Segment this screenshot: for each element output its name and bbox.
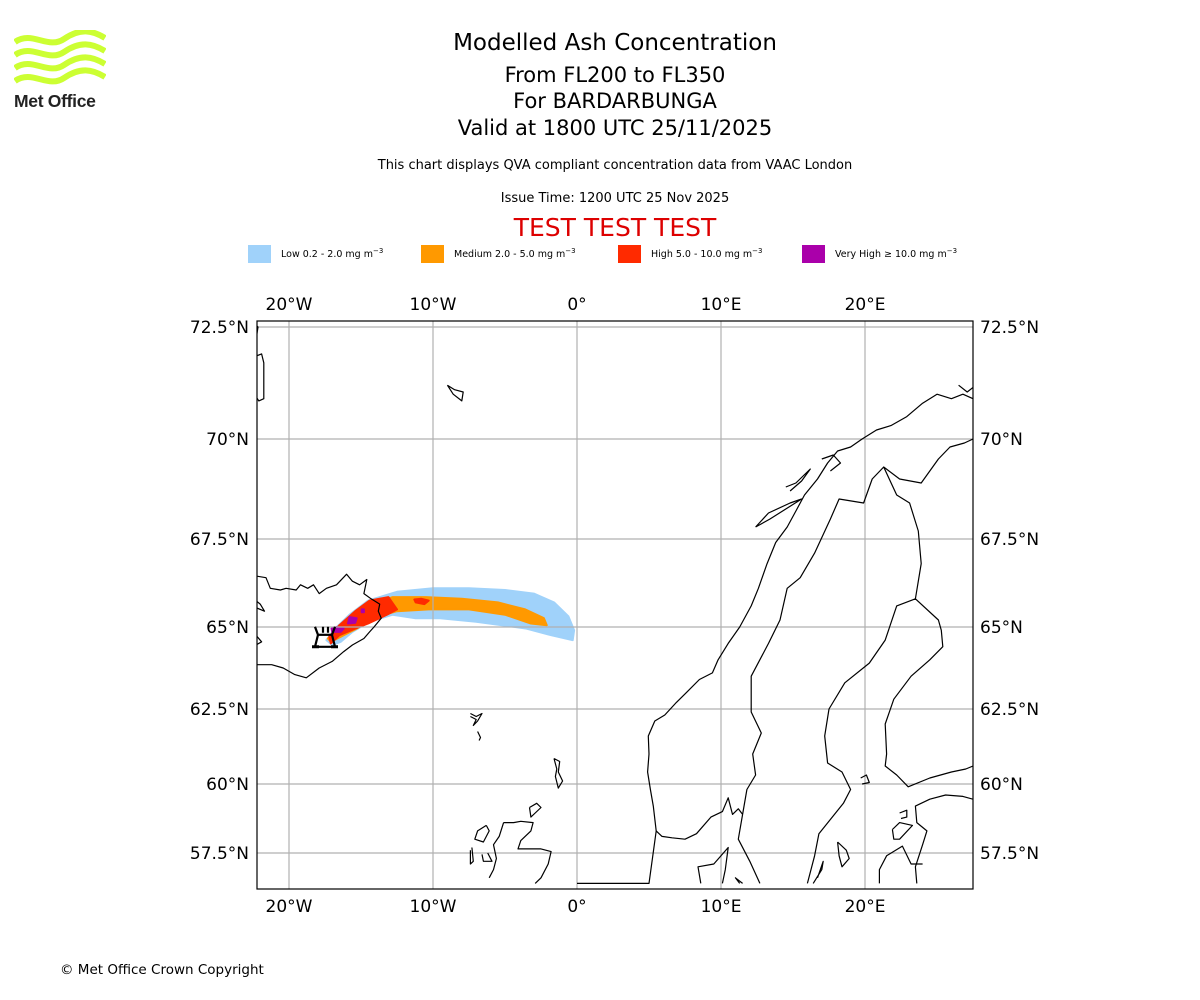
coastline-scotland-w — [488, 822, 505, 879]
lat-tick-label-right: 57.5°N — [980, 844, 1039, 864]
coastline-sweden-norway-border — [742, 466, 885, 815]
lat-tick-label-left: 57.5°N — [190, 844, 249, 864]
coastline-hiiumaa — [899, 809, 908, 820]
flight-levels: From FL200 to FL350 — [504, 63, 726, 87]
legend-swatch-low — [248, 245, 271, 263]
lon-tick-label-bottom: 20°E — [845, 897, 886, 917]
logo-wave — [13, 41, 107, 59]
lon-tick-label-bottom: 10°W — [410, 897, 457, 917]
met-office-logo: Met Office — [13, 28, 107, 112]
legend-label-very-high: Very High ≥ 10.0 mg m−3 — [835, 247, 958, 261]
ash-concentration-layer — [325, 587, 576, 646]
lat-tick-label-right: 62.5°N — [980, 700, 1039, 720]
chart-title: Modelled Ash Concentration — [453, 30, 777, 56]
coastline-lewis — [474, 824, 490, 843]
lon-tick-label-bottom: 20°W — [266, 897, 313, 917]
map-frame — [256, 320, 974, 890]
axis-ticks: 20°W 20°W 10°W 10°W 0° 0° 10°E 10°E 20°E 20°E 72.5… — [190, 295, 1039, 917]
coastline-uists — [469, 847, 474, 865]
ash-region-high — [413, 597, 430, 606]
lat-tick-label-right: 65°N — [980, 618, 1023, 638]
copyright: © Met Office Crown Copyright — [60, 962, 264, 978]
coastline-senja — [821, 454, 842, 472]
coastline-faroes-b — [477, 731, 482, 741]
logo-wave — [13, 54, 107, 72]
coastline-jan-mayen — [446, 384, 464, 402]
coastline-sweden-coast — [737, 814, 761, 884]
met-office-waves-icon — [13, 28, 107, 85]
lon-tick-label-top: 10°E — [701, 295, 742, 315]
legend-label-high: High 5.0 - 10.0 mg m−3 — [651, 247, 763, 261]
logo-wave — [13, 67, 107, 85]
graticule — [257, 321, 973, 889]
lon-tick-label-top: 0° — [567, 295, 586, 315]
lat-tick-label-left: 60°N — [206, 775, 249, 795]
coastline-vesteralen — [785, 468, 811, 492]
lat-tick-label-left: 62.5°N — [190, 700, 249, 720]
lon-tick-label-top: 10°W — [410, 295, 457, 315]
coastline-latvia-coast — [878, 845, 923, 884]
legend-swatch-medium — [421, 245, 444, 263]
legend-item-very-high: Very High ≥ 10.0 mg m−3 — [802, 244, 957, 264]
lat-tick-label-left: 67.5°N — [190, 530, 249, 550]
coastline-svalbard-hint — [958, 384, 973, 393]
lat-tick-label-right: 60°N — [980, 775, 1023, 795]
coastline-faroes-a — [470, 712, 483, 727]
coastline-lofoten — [755, 498, 803, 528]
coastline-denmark-e — [734, 877, 743, 884]
coastline-scotland — [503, 820, 552, 884]
coastline-saaremaa — [891, 822, 914, 840]
ash-region-very-high — [360, 608, 365, 614]
lon-tick-label-top: 20°E — [845, 295, 886, 315]
coastline-jan-mayen-west — [257, 353, 265, 402]
coastline-norway-w — [647, 393, 973, 831]
legend-item-high: High 5.0 - 10.0 mg m−3 — [618, 244, 763, 264]
coastline-finland-border — [883, 438, 973, 599]
volcano-marker — [312, 626, 338, 649]
coastline-iceland-west — [257, 635, 263, 646]
lat-tick-label-right: 70°N — [980, 430, 1023, 450]
coastline-denmark-n — [697, 846, 729, 884]
legend-item-low: Low 0.2 - 2.0 mg m−3 — [248, 244, 383, 264]
chart-description: This chart displays QVA compliant concen… — [377, 158, 853, 173]
legend-item-medium: Medium 2.0 - 5.0 mg m−3 — [421, 244, 576, 264]
coastline-iceland-nw — [257, 600, 266, 612]
coastline-aland — [860, 774, 870, 785]
logo-wave — [13, 28, 107, 46]
coastline-norway — [577, 797, 744, 884]
coastline-orkney — [528, 802, 542, 818]
lat-tick-label-right: 72.5°N — [980, 318, 1039, 338]
ash-region-very-high — [347, 616, 358, 625]
coastlines — [257, 325, 973, 884]
coastline-iceland — [257, 573, 382, 679]
coastline-sweden-east — [806, 598, 973, 884]
lat-tick-label-left: 70°N — [206, 430, 249, 450]
coastline-oland — [812, 860, 824, 884]
issue-time: Issue Time: 1200 UTC 25 Nov 2025 — [500, 191, 730, 206]
lat-tick-label-right: 67.5°N — [980, 530, 1039, 550]
lat-tick-label-left: 65°N — [206, 618, 249, 638]
legend-swatch-very-high — [802, 245, 825, 263]
lon-tick-label-top: 20°W — [266, 295, 313, 315]
logo-text: Met Office — [14, 91, 96, 111]
lon-tick-label-bottom: 0° — [567, 897, 586, 917]
coastline-estonia — [914, 794, 973, 884]
volcano-name: For BARDARBUNGA — [513, 89, 717, 113]
legend-swatch-high — [618, 245, 641, 263]
lon-tick-label-bottom: 10°E — [701, 897, 742, 917]
coastline-shetland — [553, 757, 564, 789]
volcano-icon — [312, 626, 338, 649]
coastline-gotland — [837, 841, 850, 868]
legend-label-medium: Medium 2.0 - 5.0 mg m−3 — [454, 247, 576, 261]
legend-label-low: Low 0.2 - 2.0 mg m−3 — [281, 247, 384, 261]
test-banner: TEST TEST TEST — [513, 213, 717, 242]
lat-tick-label-left: 72.5°N — [190, 318, 249, 338]
coastline-skye — [481, 852, 493, 862]
valid-time: Valid at 1800 UTC 25/11/2025 — [457, 116, 773, 140]
